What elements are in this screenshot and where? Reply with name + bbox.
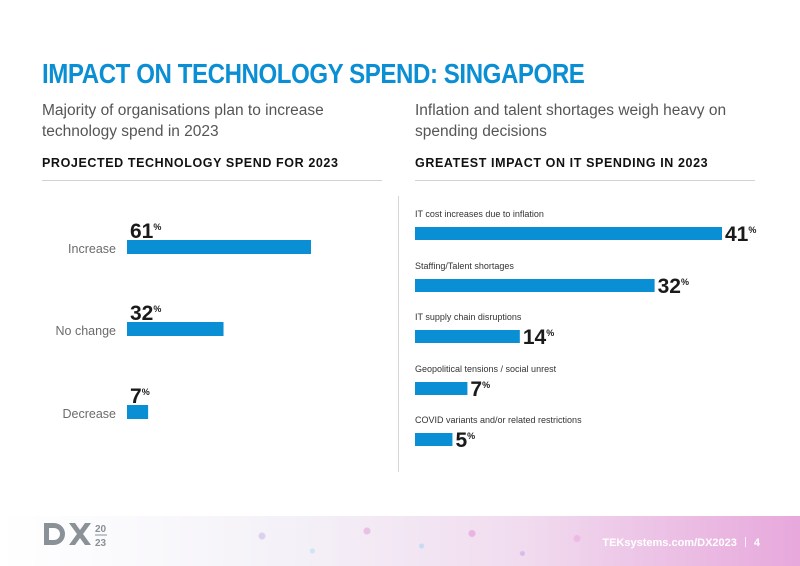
svg-text:20: 20 (95, 524, 107, 535)
svg-text:5%: 5% (455, 429, 475, 452)
right-category-label: Geopolitical tensions / social unrest (415, 364, 557, 374)
left-category-label: Decrease (63, 407, 117, 421)
svg-text:32%: 32% (658, 275, 689, 298)
left-category-label: Increase (68, 242, 116, 256)
footer-url[interactable]: TEKsystems.com/DX2023 (602, 537, 737, 549)
page-number: 4 (753, 537, 760, 549)
svg-text:61%: 61% (130, 220, 161, 243)
left-value-label: 7% (130, 385, 150, 408)
left-subtitle: Majority of organisations plan to increa… (42, 102, 324, 140)
right-section-heading: GREATEST IMPACT ON IT SPENDING IN 2023 (415, 156, 755, 181)
left-bar (127, 322, 224, 336)
left-value-label: 32% (130, 302, 161, 325)
svg-text:14%: 14% (523, 326, 554, 349)
right-bar (415, 382, 468, 395)
footer-link[interactable]: TEKsystems.com/DX2023 4 (602, 537, 760, 549)
footer-separator (744, 537, 746, 547)
right-value-label: 7% (470, 378, 490, 401)
right-value-label: 41% (725, 223, 756, 246)
svg-text:23: 23 (95, 538, 107, 549)
left-value-label: 61% (130, 220, 161, 243)
right-category-label: COVID variants and/or related restrictio… (415, 415, 582, 425)
svg-text:7%: 7% (130, 385, 150, 408)
right-value-label: 5% (455, 429, 475, 452)
right-subtitle: Inflation and talent shortages weigh hea… (415, 102, 727, 140)
footer-decoration (220, 516, 640, 566)
right-bar (415, 279, 655, 292)
left-bar (127, 405, 149, 419)
right-category-label: IT supply chain disruptions (415, 312, 522, 322)
column-divider (398, 196, 399, 472)
page-title: IMPACT ON TECHNOLOGY SPEND: SINGAPORE (42, 58, 585, 89)
right-value-label: 32% (658, 275, 689, 298)
right-category-label: IT cost increases due to inflation (415, 209, 544, 219)
right-value-label: 14% (523, 326, 554, 349)
dx-logo: 20 23 (44, 523, 107, 549)
right-category-label: Staffing/Talent shortages (415, 261, 514, 271)
right-bar (415, 330, 520, 343)
svg-text:32%: 32% (130, 302, 161, 325)
svg-text:7%: 7% (470, 378, 490, 401)
right-bar (415, 227, 722, 240)
left-bar (127, 240, 311, 254)
left-section-heading: PROJECTED TECHNOLOGY SPEND FOR 2023 (42, 156, 382, 181)
right-bar (415, 433, 453, 446)
left-category-label: No change (56, 324, 117, 338)
svg-text:41%: 41% (725, 223, 756, 246)
